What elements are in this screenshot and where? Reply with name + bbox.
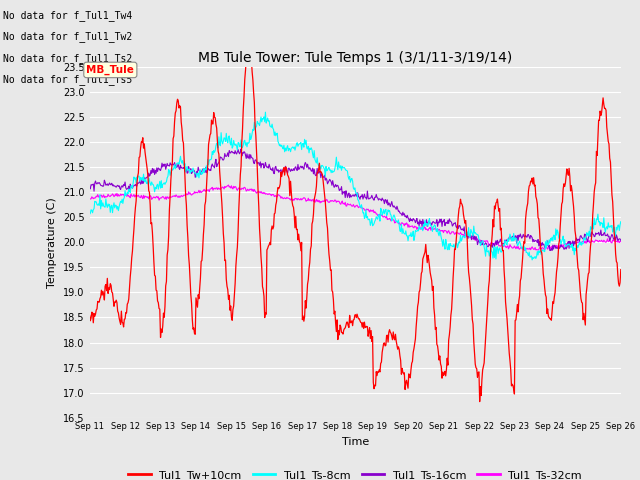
Text: No data for f_Tul1_Tw4: No data for f_Tul1_Tw4 [3,10,132,21]
Text: No data for f_Tul1_Ts2: No data for f_Tul1_Ts2 [3,53,132,64]
Text: MB_Tule: MB_Tule [86,65,134,75]
X-axis label: Time: Time [342,437,369,447]
Title: MB Tule Tower: Tule Temps 1 (3/1/11-3/19/14): MB Tule Tower: Tule Temps 1 (3/1/11-3/19… [198,51,513,65]
Text: No data for f_Tul1_Ts5: No data for f_Tul1_Ts5 [3,74,132,85]
Y-axis label: Temperature (C): Temperature (C) [47,197,58,288]
Text: No data for f_Tul1_Tw2: No data for f_Tul1_Tw2 [3,31,132,42]
Legend: Tul1_Tw+10cm, Tul1_Ts-8cm, Tul1_Ts-16cm, Tul1_Ts-32cm: Tul1_Tw+10cm, Tul1_Ts-8cm, Tul1_Ts-16cm,… [124,465,586,480]
